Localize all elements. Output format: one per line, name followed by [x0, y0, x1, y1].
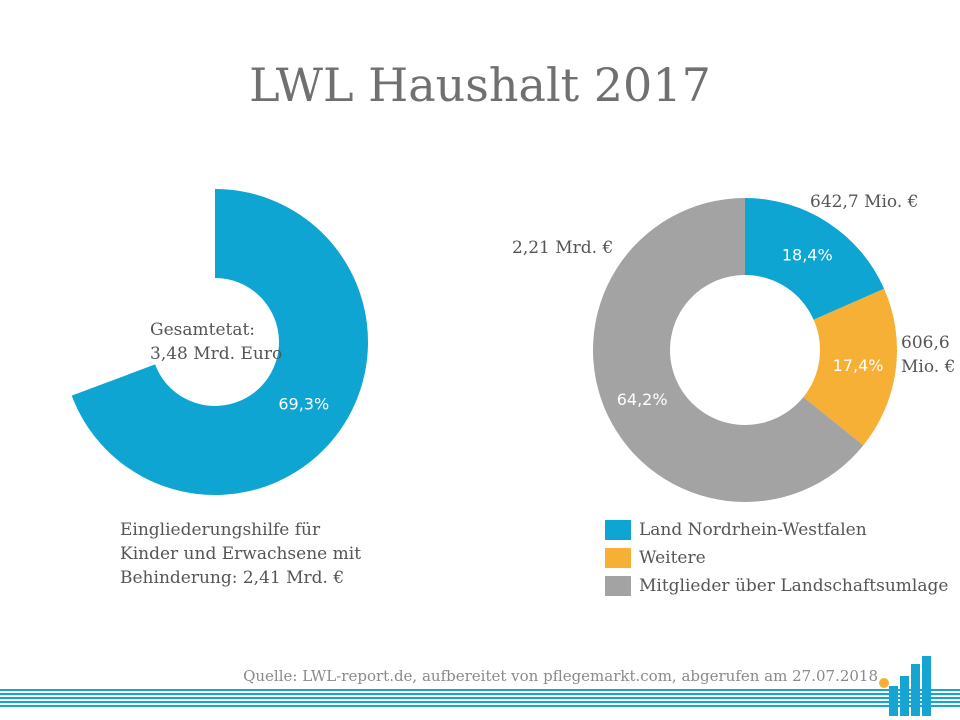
mitglieder-amount-label: 2,21 Mrd. € — [512, 238, 614, 258]
legend: Land Nordrhein-Westfalen Weitere Mitglie… — [605, 516, 948, 600]
right-donut-slice-2-label: 17,4% — [833, 356, 884, 375]
weitere-amount-label: 606,6 Mio. € — [901, 331, 955, 379]
source-note: Quelle: LWL-report.de, aufbereitet von p… — [243, 667, 878, 685]
description-line-3: Behinderung: 2,41 Mrd. € — [120, 568, 345, 588]
total-budget-title: Gesamtetat: — [150, 320, 256, 340]
right-donut-slice-1-label: 18,4% — [782, 246, 833, 265]
total-budget-label: Gesamtetat: 3,48 Mrd. Euro — [150, 318, 320, 366]
right-donut-slice-3-label: 64,2% — [617, 390, 668, 409]
weitere-amount-line-1: 606,6 — [901, 333, 950, 353]
description-line-1: Eingliederungshilfe für — [120, 520, 321, 540]
right-donut-slice-2 — [803, 288, 897, 446]
chart-title: LWL Haushalt 2017 — [249, 58, 711, 112]
right-donut-chart: 18,4% 17,4% 64,2% — [592, 198, 897, 503]
legend-item-land: Land Nordrhein-Westfalen — [605, 516, 948, 544]
left-donut-slice-1-label: 69,3% — [278, 395, 329, 414]
footer-stripe-bar — [0, 689, 878, 707]
pflegemarkt-logo-icon — [876, 656, 960, 716]
legend-swatch-mitglieder — [605, 576, 631, 596]
land-amount-label: 642,7 Mio. € — [810, 192, 919, 212]
right-donut-slice-1 — [745, 198, 885, 320]
left-donut-chart: 69,3% — [71, 189, 368, 495]
left-donut-slice-1 — [71, 189, 368, 495]
right-donut-slice-3 — [592, 198, 864, 503]
description-line-2: Kinder und Erwachsene mit — [120, 544, 362, 564]
legend-label-mitglieder: Mitglieder über Landschaftsumlage — [639, 576, 949, 596]
legend-item-weitere: Weitere — [605, 544, 948, 572]
legend-item-mitglieder: Mitglieder über Landschaftsumlage — [605, 572, 948, 600]
legend-label-land: Land Nordrhein-Westfalen — [639, 520, 867, 540]
legend-swatch-land — [605, 520, 631, 540]
eingliederungshilfe-description: Eingliederungshilfe für Kinder und Erwac… — [120, 518, 410, 590]
legend-swatch-weitere — [605, 548, 631, 568]
weitere-amount-line-2: Mio. € — [901, 357, 956, 377]
legend-label-weitere: Weitere — [639, 548, 706, 568]
total-budget-value: 3,48 Mrd. Euro — [150, 344, 283, 364]
